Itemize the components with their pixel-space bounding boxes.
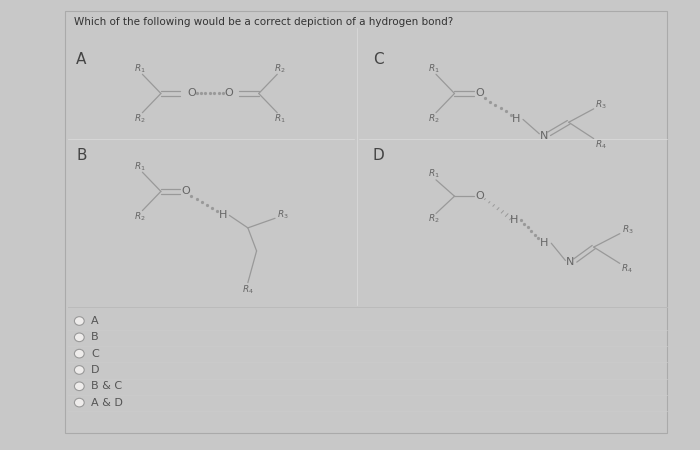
Circle shape — [74, 333, 84, 342]
Text: $R_4$: $R_4$ — [242, 283, 254, 296]
Text: O: O — [224, 89, 232, 99]
Circle shape — [74, 317, 84, 325]
Text: $R_2$: $R_2$ — [134, 210, 146, 223]
Text: $R_2$: $R_2$ — [134, 112, 146, 125]
Text: H: H — [218, 211, 227, 220]
Text: H: H — [512, 114, 521, 124]
Circle shape — [74, 349, 84, 358]
Text: O: O — [475, 191, 484, 201]
Text: B & C: B & C — [91, 381, 122, 392]
Text: $R_1$: $R_1$ — [428, 168, 440, 180]
Text: $R_3$: $R_3$ — [276, 208, 288, 220]
Text: A: A — [76, 52, 86, 67]
Text: $R_3$: $R_3$ — [622, 224, 634, 236]
Text: A & D: A & D — [91, 398, 123, 408]
Text: A: A — [91, 316, 99, 326]
Circle shape — [74, 382, 84, 391]
Text: O: O — [181, 186, 190, 196]
Text: $R_1$: $R_1$ — [134, 160, 146, 173]
Text: D: D — [91, 365, 100, 375]
Text: $R_4$: $R_4$ — [596, 138, 608, 151]
Text: $R_1$: $R_1$ — [274, 112, 286, 125]
Text: D: D — [373, 148, 385, 163]
Circle shape — [74, 366, 84, 374]
Text: H: H — [510, 215, 519, 225]
Text: $R_2$: $R_2$ — [428, 213, 440, 225]
Text: N: N — [540, 130, 548, 141]
Text: C: C — [373, 52, 384, 67]
Text: $R_2$: $R_2$ — [428, 112, 440, 125]
Text: Which of the following would be a correct depiction of a hydrogen bond?: Which of the following would be a correc… — [74, 17, 453, 27]
Text: B: B — [91, 332, 99, 342]
Circle shape — [74, 398, 84, 407]
Text: $R_1$: $R_1$ — [428, 62, 440, 75]
Text: C: C — [91, 349, 99, 359]
Text: B: B — [76, 148, 87, 163]
Text: N: N — [566, 257, 574, 267]
Text: $R_4$: $R_4$ — [622, 263, 634, 275]
Text: H: H — [540, 238, 548, 248]
Text: O: O — [187, 89, 196, 99]
Text: $R_1$: $R_1$ — [134, 62, 146, 75]
Text: O: O — [475, 89, 484, 99]
Text: $R_2$: $R_2$ — [274, 62, 285, 75]
Text: $R_3$: $R_3$ — [596, 99, 607, 111]
